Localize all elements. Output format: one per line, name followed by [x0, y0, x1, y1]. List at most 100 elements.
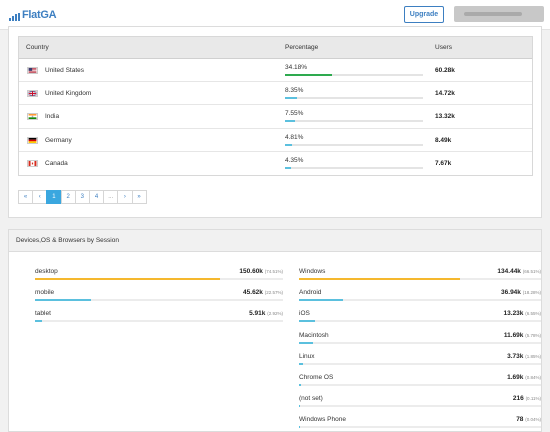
metric-label: Chrome OS — [299, 373, 334, 381]
metric-value: 216 (0.11%) — [513, 395, 541, 402]
logo-text: FlatGA — [22, 9, 57, 21]
blurred-account-name — [464, 12, 522, 16]
page-1-button[interactable]: 1 — [46, 190, 62, 204]
percentage-value: 7.55% — [285, 110, 304, 118]
upgrade-button[interactable]: Upgrade — [404, 6, 444, 23]
metric-bar — [299, 405, 541, 408]
account-menu[interactable] — [454, 6, 544, 22]
metric-count: 150.60k — [239, 268, 263, 275]
metric-row: Windows Phone 78 (0.04%) — [299, 416, 541, 432]
country-table-header: Country Percentage Users — [19, 37, 532, 59]
metric-bar-fill — [299, 278, 460, 280]
metric-value: 3.73k (1.85%) — [507, 353, 541, 360]
percentage-bar-fill — [285, 97, 297, 100]
column-header-country[interactable]: Country — [26, 44, 49, 51]
metric-bar-fill — [299, 362, 304, 365]
table-row[interactable]: Germany 4.81% 8.49k — [19, 129, 532, 152]
country-name: Canada — [45, 159, 68, 167]
metric-value: 13.23k (6.55%) — [504, 310, 541, 317]
page-3-button[interactable]: 3 — [74, 190, 90, 204]
pagination-ellipsis: ... — [103, 190, 119, 204]
metric-count: 3.73k — [507, 352, 524, 360]
column-header-users[interactable]: Users — [435, 44, 452, 51]
devices-panel: Devices,OS & Browsers by Session desktop… — [8, 229, 542, 432]
metric-count: 134.44k — [497, 268, 521, 275]
devices-panel-title: Devices,OS & Browsers by Session — [9, 230, 541, 252]
metric-count: 36.94k — [501, 289, 521, 297]
metric-bar-fill — [299, 320, 315, 323]
country-name: India — [45, 113, 60, 121]
metric-count: 78 — [516, 416, 524, 424]
country-name: United Kingdom — [45, 90, 92, 98]
percentage-bar — [285, 143, 423, 146]
users-value: 7.67k — [435, 159, 452, 167]
metric-percent: (74.51%) — [264, 269, 283, 274]
uk-flag-icon — [27, 90, 38, 98]
country-name: Germany — [45, 136, 72, 144]
metric-value: 45.62k (22.57%) — [243, 289, 283, 296]
metric-bar — [299, 320, 541, 323]
percentage-value: 4.81% — [285, 133, 304, 141]
metric-bar-fill — [299, 383, 302, 386]
percentage-bar — [285, 166, 423, 169]
metric-bar-fill — [299, 426, 301, 429]
column-header-percentage[interactable]: Percentage — [285, 44, 319, 51]
users-value: 13.32k — [435, 113, 455, 121]
germany-flag-icon — [27, 136, 38, 144]
metric-bar-fill — [299, 405, 301, 408]
pagination-next-button[interactable]: › — [117, 190, 133, 204]
metric-percent: (0.04%) — [525, 417, 541, 423]
country-table: Country Percentage Users United States 34… — [18, 36, 533, 176]
metric-percent: (1.85%) — [525, 353, 541, 359]
metric-row: (not set) 216 (0.11%) — [299, 395, 541, 416]
table-row[interactable]: United Kingdom 8.35% 14.72k — [19, 82, 532, 106]
metric-label: Macintosh — [299, 331, 329, 339]
metric-bar — [299, 426, 541, 429]
device-list: desktop 150.60k (74.51%) mobile 45.62k (22.… — [35, 268, 283, 332]
metric-bar-fill — [35, 299, 91, 302]
metric-bar — [35, 278, 283, 280]
app-logo[interactable]: FlatGA — [9, 9, 57, 21]
us-flag-icon — [27, 67, 38, 74]
metric-percent: (0.11%) — [525, 396, 541, 402]
metric-row: mobile 45.62k (22.57%) — [35, 289, 283, 310]
metric-count: 13.23k — [503, 310, 524, 318]
metric-label: Linux — [299, 352, 315, 360]
metric-value: 1.69k (0.84%) — [507, 374, 541, 381]
table-row[interactable]: United States 34.18% 60.28k — [19, 59, 532, 83]
table-row[interactable]: Canada 4.35% 7.67k — [19, 152, 532, 175]
metric-bar-fill — [299, 299, 344, 302]
page-2-button[interactable]: 2 — [60, 190, 76, 204]
metric-label: mobile — [35, 289, 55, 297]
metric-percent: (5.78%) — [525, 332, 541, 338]
metric-percent: (6.55%) — [525, 311, 541, 317]
users-value: 60.28k — [435, 67, 455, 74]
metric-row: Macintosh 11.69k (5.78%) — [299, 332, 541, 353]
percentage-bar-fill — [285, 74, 333, 76]
metric-bar — [299, 278, 541, 280]
metric-row: iOS 13.23k (6.55%) — [299, 310, 541, 331]
metric-count: 1.69k — [507, 373, 524, 381]
country-name: United States — [45, 67, 85, 74]
percentage-cell: 8.35% — [285, 87, 423, 100]
metric-percent: (22.57%) — [264, 290, 283, 296]
percentage-cell: 4.35% — [285, 157, 423, 169]
india-flag-icon — [27, 113, 38, 121]
metric-value: 134.44k (66.51%) — [497, 268, 541, 275]
table-row[interactable]: India 7.55% 13.32k — [19, 105, 532, 129]
pagination-first-button[interactable]: « — [18, 190, 34, 204]
metric-bar — [35, 299, 283, 302]
metric-value: 78 (0.04%) — [516, 416, 541, 423]
metric-bar — [299, 383, 541, 386]
metric-row: Linux 3.73k (1.85%) — [299, 353, 541, 374]
metric-label: iOS — [299, 310, 310, 318]
metric-row: Chrome OS 1.69k (0.84%) — [299, 374, 541, 395]
metric-bar — [299, 299, 541, 302]
page-4-button[interactable]: 4 — [88, 190, 105, 204]
metric-row: Android 36.94k (18.28%) — [299, 289, 541, 310]
pagination-last-button[interactable]: » — [131, 190, 147, 204]
pagination-prev-button[interactable]: ‹ — [32, 190, 48, 204]
metric-label: Android — [299, 289, 322, 297]
metric-bar-fill — [299, 341, 313, 344]
metric-label: Windows — [299, 268, 326, 275]
